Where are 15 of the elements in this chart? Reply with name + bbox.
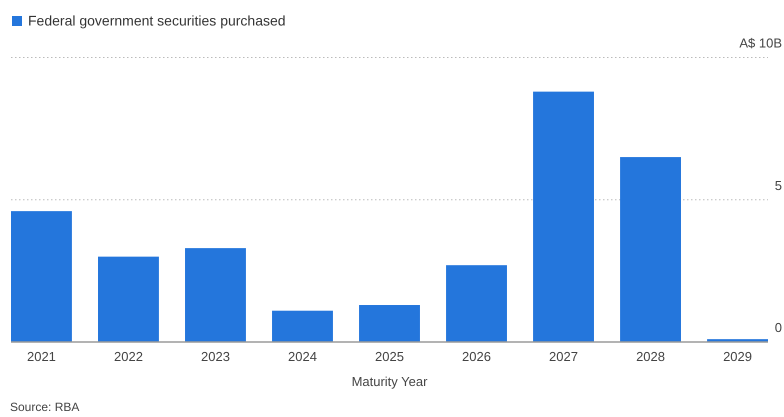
x-tick-label: 2023 (201, 349, 230, 364)
x-tick-label: 2024 (288, 349, 317, 364)
x-tick-label: 2026 (462, 349, 491, 364)
y-tick-label: A$ 10B (739, 36, 782, 50)
y-tick-label: 5 (774, 178, 782, 193)
legend-label: Federal government securities purchased (28, 12, 286, 28)
x-tick-label: 2022 (114, 349, 143, 364)
x-tick-label: 2028 (636, 349, 665, 364)
x-tick-label: 2025 (375, 349, 404, 364)
x-tick-label: 2021 (26, 349, 56, 364)
y-tick-label: 0 (774, 320, 782, 335)
x-tick-label: 2029 (723, 349, 752, 364)
x-axis-title: Maturity Year (352, 374, 428, 389)
source-note: Source: RBA (10, 400, 80, 414)
x-tick-label: 2027 (549, 349, 578, 364)
